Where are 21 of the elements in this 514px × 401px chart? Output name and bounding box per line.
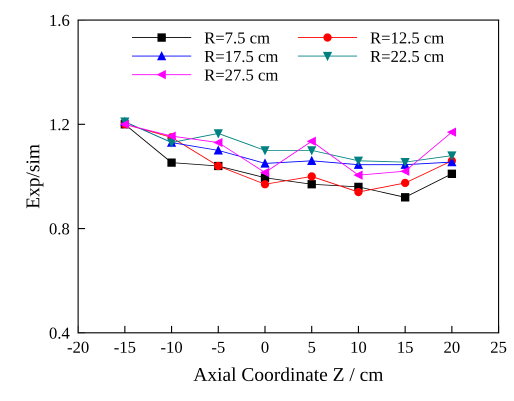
x-tick-label: 0: [261, 342, 269, 353]
x-tick-label: 5: [308, 342, 316, 353]
legend-label: R=17.5 cm: [204, 50, 278, 62]
x-tick-label: 15: [398, 342, 413, 353]
legend-label: R=12.5 cm: [370, 32, 444, 44]
x-tick-label: -15: [114, 342, 136, 353]
x-tick-label: 10: [352, 342, 366, 353]
legend-label: R=7.5 cm: [204, 32, 270, 44]
x-tick-label: 25: [490, 342, 506, 353]
x-axis-title: Axial Coordinate Z / cm: [194, 367, 384, 382]
x-tick-label: 20: [444, 342, 460, 353]
x-tick-label: -5: [212, 342, 225, 353]
legend-label: R=22.5 cm: [370, 50, 444, 62]
y-axis-title: Exp/sim: [26, 144, 44, 208]
y-tick-label: 1.6: [50, 14, 70, 26]
legend-label: R=27.5 cm: [204, 69, 278, 81]
y-tick-label: 0.8: [50, 223, 70, 235]
y-tick-label: 0.4: [50, 328, 70, 339]
x-tick-label: -10: [161, 342, 182, 353]
x-tick-label: -20: [68, 342, 89, 353]
y-tick-label: 1.2: [50, 119, 69, 130]
